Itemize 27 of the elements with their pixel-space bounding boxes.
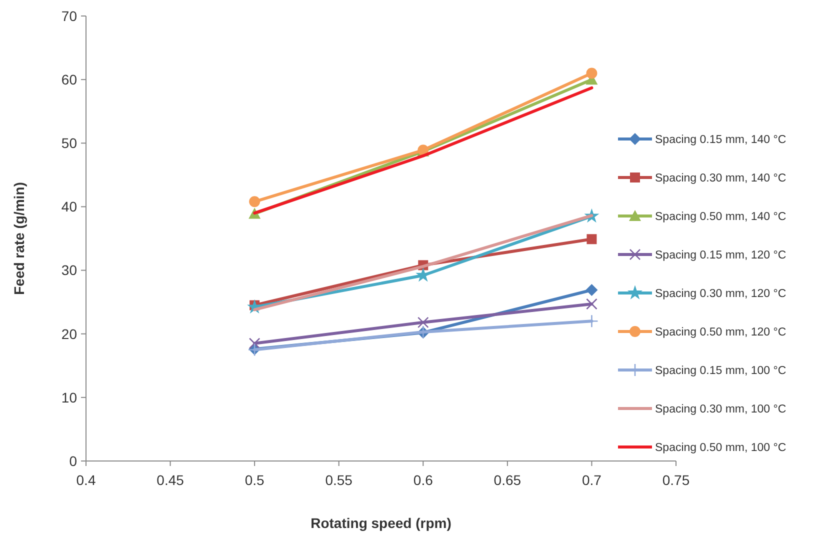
y-tick-label: 70 <box>61 8 78 24</box>
legend-label: Spacing 0.50 mm, 120 °C <box>655 326 786 339</box>
y-tick-label: 30 <box>61 262 78 278</box>
legend-label: Spacing 0.15 mm, 120 °C <box>655 250 786 262</box>
x-tick-label: 0.7 <box>582 472 602 488</box>
legend-label: Spacing 0.30 mm, 140 °C <box>655 172 786 185</box>
x-tick-label: 0.45 <box>156 472 184 488</box>
y-tick-label: 60 <box>61 71 78 88</box>
y-tick-label: 10 <box>61 389 78 406</box>
legend-label: Spacing 0.15 mm, 100 °C <box>655 365 786 378</box>
legend-label: Spacing 0.50 mm, 100 °C <box>655 442 786 454</box>
legend-label: Spacing 0.50 mm, 140 °C <box>655 211 786 224</box>
x-tick-label: 0.65 <box>494 472 522 488</box>
x-axis-title: Rotating speed (rpm) <box>310 515 452 531</box>
y-tick-label: 50 <box>61 135 78 152</box>
y-axis-title: Feed rate (g/min) <box>11 182 27 295</box>
y-tick-label: 20 <box>61 326 78 342</box>
x-tick-label: 0.55 <box>325 472 353 488</box>
y-tick-label: 40 <box>61 198 78 215</box>
x-tick-label: 0.75 <box>662 472 690 488</box>
x-tick-label: 0.5 <box>244 472 265 488</box>
legend-label: Spacing 0.15 mm, 140 °C <box>655 134 786 146</box>
legend-label: Spacing 0.30 mm, 100 °C <box>655 404 786 416</box>
x-tick-label: 0.4 <box>76 472 96 488</box>
x-tick-label: 0.6 <box>413 472 434 488</box>
legend-label: Spacing 0.30 mm, 120 °C <box>655 288 786 300</box>
y-tick-label: 0 <box>69 452 78 469</box>
